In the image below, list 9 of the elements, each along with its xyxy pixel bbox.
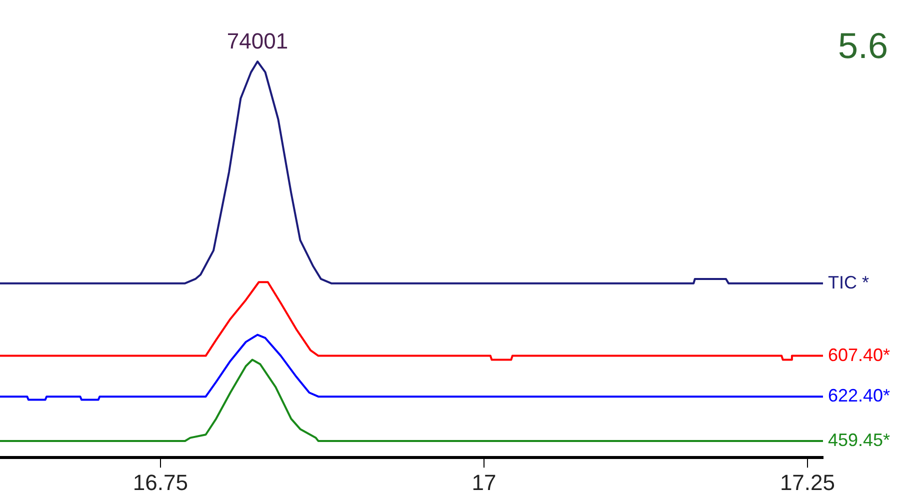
series-label: 607.40* <box>828 344 890 365</box>
series-label: 622.40* <box>828 386 890 406</box>
x-tick-label: 16.75 <box>132 470 188 495</box>
series-label: TIC * <box>828 272 870 292</box>
x-tick-label: 17 <box>472 470 496 495</box>
x-tick-label: 17.25 <box>780 470 836 495</box>
text: 5.6 <box>838 24 888 66</box>
annotation: 74001 <box>226 28 288 54</box>
series-label: 459.45* <box>828 430 890 450</box>
